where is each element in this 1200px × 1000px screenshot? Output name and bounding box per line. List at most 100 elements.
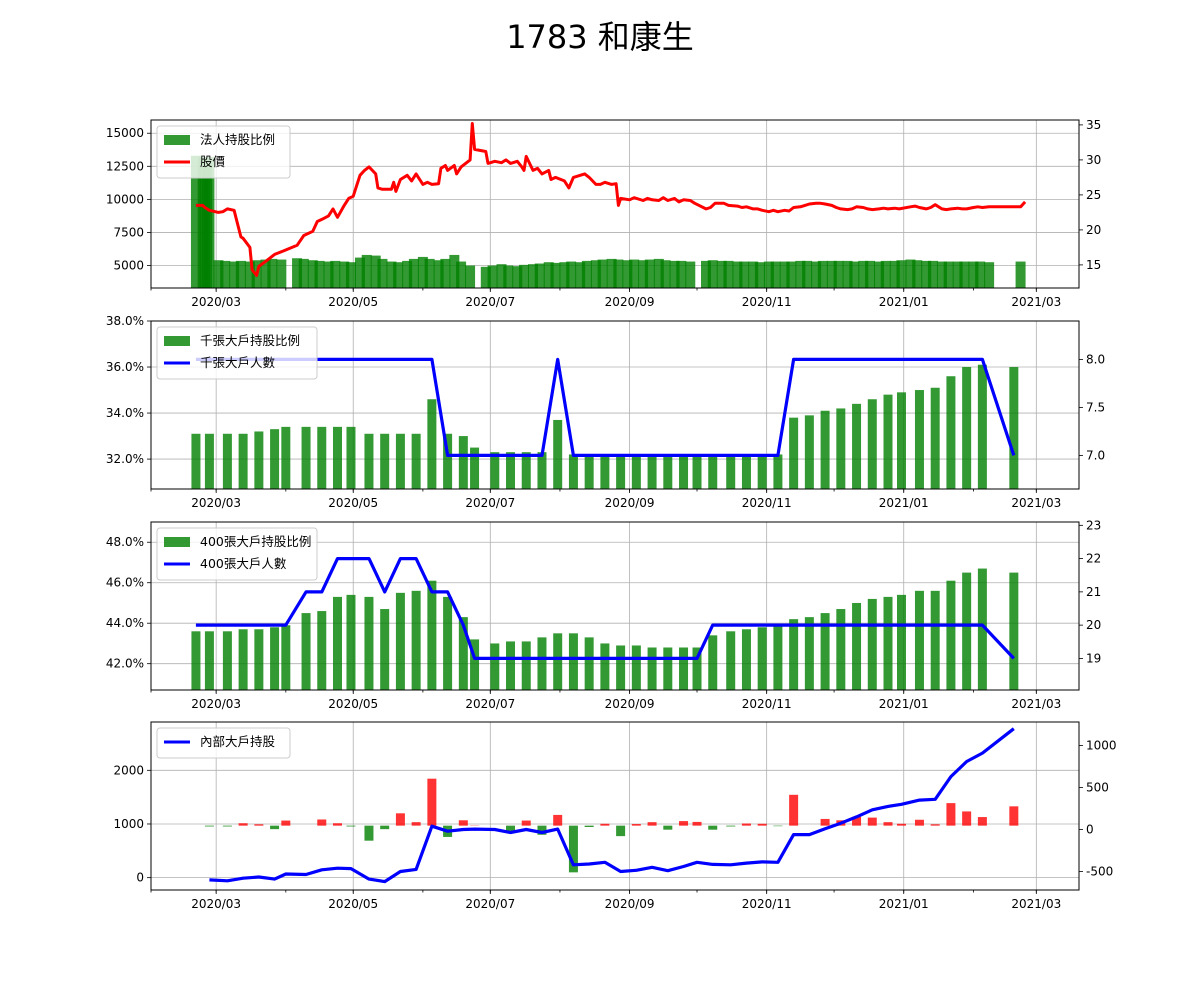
- y-tick-label: 21: [1086, 585, 1101, 599]
- bar: [1009, 572, 1019, 690]
- bar: [653, 258, 664, 288]
- y-axis-right: -500 0 500 1000: [1079, 739, 1117, 879]
- bar: [701, 260, 712, 288]
- legend-swatch: [164, 537, 190, 547]
- bar: [754, 262, 765, 288]
- y-tick-label: 7.5: [1086, 400, 1105, 414]
- x-axis: 2020/03 2020/05 2020/07 2020/09 2020/11 2021/…: [150, 288, 1061, 309]
- bar: [600, 643, 610, 690]
- bar: [692, 454, 702, 489]
- x-tick-label: 2020/07: [465, 897, 515, 911]
- bar: [616, 454, 626, 489]
- legend-box: [156, 326, 318, 380]
- y-tick-label: 23: [1086, 518, 1101, 532]
- y-tick-label: 15: [1086, 258, 1101, 272]
- y-tick-label: 22: [1086, 552, 1101, 566]
- bar: [222, 631, 232, 690]
- legend-label: 千張大戶持股比例: [200, 333, 300, 348]
- bar: [345, 262, 356, 288]
- y-tick-label: 7.0: [1086, 448, 1105, 462]
- bar: [518, 264, 529, 288]
- bar: [773, 625, 783, 690]
- bar: [597, 259, 608, 288]
- bar: [393, 262, 404, 288]
- bar: [395, 813, 405, 826]
- bar: [487, 265, 498, 288]
- y-tick-label: 8.0: [1086, 352, 1105, 366]
- bar: [590, 260, 601, 288]
- bar: [506, 452, 516, 489]
- bar: [254, 629, 264, 690]
- bar: [380, 609, 390, 690]
- axes-frame: [150, 521, 1080, 691]
- bar: [852, 403, 862, 489]
- bar: [395, 433, 405, 489]
- bar: [946, 580, 956, 690]
- bar: [786, 261, 797, 288]
- bar: [480, 266, 491, 288]
- bar: [537, 452, 547, 489]
- bar: [424, 258, 435, 288]
- bar: [921, 260, 932, 288]
- bar: [773, 825, 783, 827]
- bar: [644, 259, 655, 288]
- bar: [716, 260, 727, 288]
- bar: [458, 617, 468, 690]
- bar: [952, 261, 963, 288]
- bar: [883, 596, 893, 690]
- bar: [883, 394, 893, 489]
- bar: [616, 645, 626, 690]
- x-axis: 2020/03 2020/05 2020/07 2020/09 2020/11 2021/…: [150, 890, 1061, 911]
- bar: [254, 824, 264, 826]
- bar: [820, 410, 830, 489]
- bar: [676, 260, 687, 288]
- x-axis: 2020/03 2020/05 2020/07 2020/09 2020/11 2021/…: [150, 690, 1061, 711]
- bar: [936, 261, 947, 288]
- bar: [364, 825, 374, 841]
- y-tick-label: 46.0%: [106, 576, 144, 590]
- bar: [213, 260, 224, 288]
- bar: [267, 258, 278, 288]
- legend: 400張大戶持股比例 400張大戶人數: [156, 527, 318, 581]
- bar: [757, 454, 767, 489]
- bar: [616, 825, 626, 837]
- bar: [566, 261, 577, 288]
- bar: [301, 613, 311, 690]
- bar: [330, 260, 341, 288]
- bar: [896, 594, 906, 690]
- plot-area: [191, 357, 1019, 489]
- x-tick-label: 2020/03: [191, 496, 241, 510]
- bar: [622, 260, 633, 288]
- bar: [883, 822, 893, 826]
- bar: [795, 260, 806, 288]
- subplot-1: 2020/03 2020/05 2020/07 2020/09 2020/11 2021/…: [106, 118, 1101, 309]
- bar: [408, 258, 419, 288]
- bar: [521, 820, 531, 826]
- bar: [669, 260, 680, 288]
- bar: [332, 596, 342, 690]
- x-tick-label: 2020/11: [742, 496, 792, 510]
- legend-label: 內部大戶持股: [200, 734, 276, 749]
- bar: [204, 157, 215, 288]
- x-tick-label: 2021/01: [879, 897, 929, 911]
- bar: [826, 260, 837, 288]
- bar: [748, 261, 759, 288]
- bar: [631, 645, 641, 690]
- bar: [811, 261, 822, 288]
- bar: [465, 265, 476, 288]
- x-tick-label: 2020/11: [742, 697, 792, 711]
- bar: [244, 261, 255, 288]
- bar: [222, 433, 232, 489]
- y-tick-label: 36.0%: [106, 360, 144, 374]
- bar: [638, 260, 649, 288]
- bar: [613, 259, 624, 288]
- legend-label: 400張大戶持股比例: [200, 534, 311, 549]
- bar: [433, 260, 444, 288]
- bar: [865, 260, 876, 288]
- bar: [553, 419, 563, 489]
- bar: [1009, 806, 1019, 826]
- bar: [521, 641, 531, 690]
- bar: [254, 431, 264, 489]
- y-tick-label: 44.0%: [106, 616, 144, 630]
